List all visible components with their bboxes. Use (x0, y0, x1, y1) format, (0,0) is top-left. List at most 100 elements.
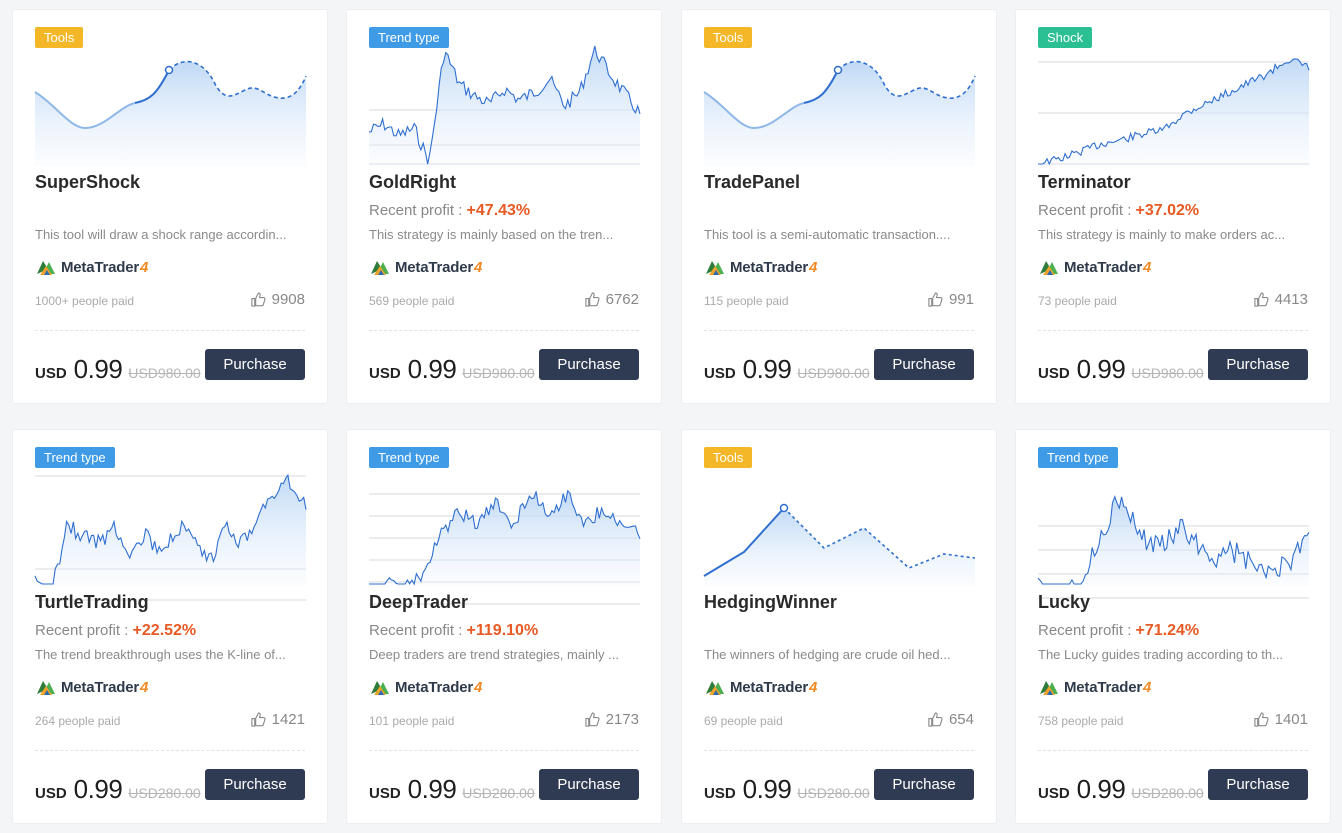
thumbs-up-icon[interactable] (584, 291, 601, 308)
platform-version: 4 (474, 678, 483, 696)
recent-profit: Recent profit : +37.02% (1038, 202, 1199, 220)
recent-profit-label: Recent profit : (1038, 622, 1136, 639)
product-name[interactable]: TradePanel (704, 172, 801, 192)
metatrader-logo-icon (371, 261, 389, 275)
product-card[interactable]: Tools SuperShock This tool will draw a s… (12, 9, 328, 404)
price-block: USD 0.99 USD980.00 (35, 354, 201, 385)
product-name[interactable]: GoldRight (369, 172, 456, 192)
chart-svg (703, 60, 976, 166)
likes-count: 654 (948, 711, 974, 728)
likes-count: 2173 (605, 711, 639, 728)
strategy-thumbnail-chart (1037, 464, 1310, 599)
likes[interactable]: 4413 (1253, 291, 1308, 308)
purchase-button[interactable]: Purchase (205, 349, 305, 380)
product-card[interactable]: Trend type DeepTrader Recent profit : +1… (346, 429, 662, 824)
purchase-button[interactable]: Purchase (539, 769, 639, 800)
strategy-thumbnail-chart (34, 44, 307, 166)
current-price: 0.99 (742, 774, 792, 804)
platform-name: MetaTrader (395, 258, 474, 276)
likes-count: 4413 (1274, 291, 1308, 308)
platform-version: 4 (809, 258, 818, 276)
currency-label: USD (704, 785, 736, 802)
recent-profit-label: Recent profit : (35, 622, 133, 639)
recent-profit: Recent profit : +119.10% (369, 622, 538, 640)
recent-profit-value: +47.43% (466, 202, 531, 219)
price-block: USD 0.99 USD980.00 (369, 354, 535, 385)
chart-line (803, 69, 839, 104)
chart-svg (1038, 58, 1310, 166)
price-block: USD 0.99 USD280.00 (1038, 774, 1204, 805)
purchase-button[interactable]: Purchase (874, 349, 974, 380)
people-paid-count: 1000+ people paid (35, 294, 135, 308)
product-card[interactable]: Trend type TurtleTrading Recent profit :… (12, 429, 328, 824)
strategy-thumbnail-chart (369, 464, 641, 605)
purchase-button[interactable]: Purchase (205, 769, 305, 800)
likes[interactable]: 991 (927, 291, 974, 308)
thumbs-up-icon[interactable] (584, 711, 601, 728)
chart-svg (34, 60, 307, 166)
thumbs-up-icon[interactable] (250, 711, 267, 728)
current-price: 0.99 (407, 354, 457, 384)
product-card[interactable]: Shock Terminator Recent profit : +37.02%… (1015, 9, 1331, 404)
platform-version: 4 (809, 678, 818, 696)
product-name[interactable]: HedgingWinner (704, 592, 837, 612)
likes[interactable]: 2173 (584, 711, 639, 728)
product-card[interactable]: Trend type Lucky Recent profit : +71.24%… (1015, 429, 1331, 824)
current-price: 0.99 (742, 354, 792, 384)
price-block: USD 0.99 USD280.00 (704, 774, 870, 805)
product-description: The Lucky guides trading according to th… (1038, 647, 1283, 662)
category-tag: Tools (704, 447, 753, 468)
currency-label: USD (1038, 785, 1070, 802)
divider (369, 750, 639, 751)
likes[interactable]: 1421 (250, 711, 305, 728)
platform-name: MetaTrader (61, 258, 140, 276)
likes-count: 1421 (271, 711, 305, 728)
purchase-button[interactable]: Purchase (539, 349, 639, 380)
category-tag: Tools (704, 27, 753, 48)
chart-dashed-line (783, 507, 976, 569)
chart-marker (164, 65, 174, 75)
thumbs-up-icon[interactable] (927, 291, 944, 308)
people-paid-count: 101 people paid (369, 714, 455, 728)
product-name[interactable]: Terminator (1038, 172, 1131, 192)
product-card[interactable]: Tools HedgingWinner The winners of hedgi… (681, 429, 997, 824)
likes[interactable]: 654 (927, 711, 974, 728)
platform-name: MetaTrader (730, 258, 809, 276)
purchase-button[interactable]: Purchase (1208, 769, 1308, 800)
category-tag: Shock (1038, 27, 1093, 48)
strategy-thumbnail-chart (34, 464, 307, 601)
chart-area (1038, 58, 1309, 166)
product-card[interactable]: Tools TradePanel This tool is a semi-aut… (681, 9, 997, 404)
thumbs-up-icon[interactable] (1253, 291, 1270, 308)
platform-badge: MetaTrader4 (704, 676, 817, 698)
chart-line (1038, 58, 1310, 166)
chart-line (703, 507, 785, 577)
chart-area (35, 61, 306, 166)
recent-profit-label: Recent profit : (1038, 202, 1136, 219)
current-price: 0.99 (73, 774, 123, 804)
likes[interactable]: 9908 (250, 291, 305, 308)
price-block: USD 0.99 USD980.00 (1038, 354, 1204, 385)
likes[interactable]: 6762 (584, 291, 639, 308)
thumbs-up-icon[interactable] (250, 291, 267, 308)
platform-badge: MetaTrader4 (369, 256, 482, 278)
product-name[interactable]: DeepTrader (369, 592, 469, 612)
people-paid-count: 758 people paid (1038, 714, 1124, 728)
divider (35, 750, 305, 751)
chart-marker (833, 65, 843, 75)
thumbs-up-icon[interactable] (927, 711, 944, 728)
purchase-button[interactable]: Purchase (874, 769, 974, 800)
chart-area (369, 46, 640, 166)
product-card[interactable]: Trend type GoldRight Recent profit : +47… (346, 9, 662, 404)
likes-count: 6762 (605, 291, 639, 308)
product-name[interactable]: TurtleTrading (35, 592, 149, 612)
purchase-button[interactable]: Purchase (1208, 349, 1308, 380)
likes[interactable]: 1401 (1253, 711, 1308, 728)
original-price: USD980.00 (128, 365, 201, 381)
thumbs-up-icon[interactable] (1253, 711, 1270, 728)
product-name[interactable]: Lucky (1038, 592, 1091, 612)
product-name[interactable]: SuperShock (35, 172, 141, 192)
product-description: This strategy is mainly based on the tre… (369, 227, 614, 242)
platform-name: MetaTrader (1064, 258, 1143, 276)
platform-name: MetaTrader (1064, 678, 1143, 696)
